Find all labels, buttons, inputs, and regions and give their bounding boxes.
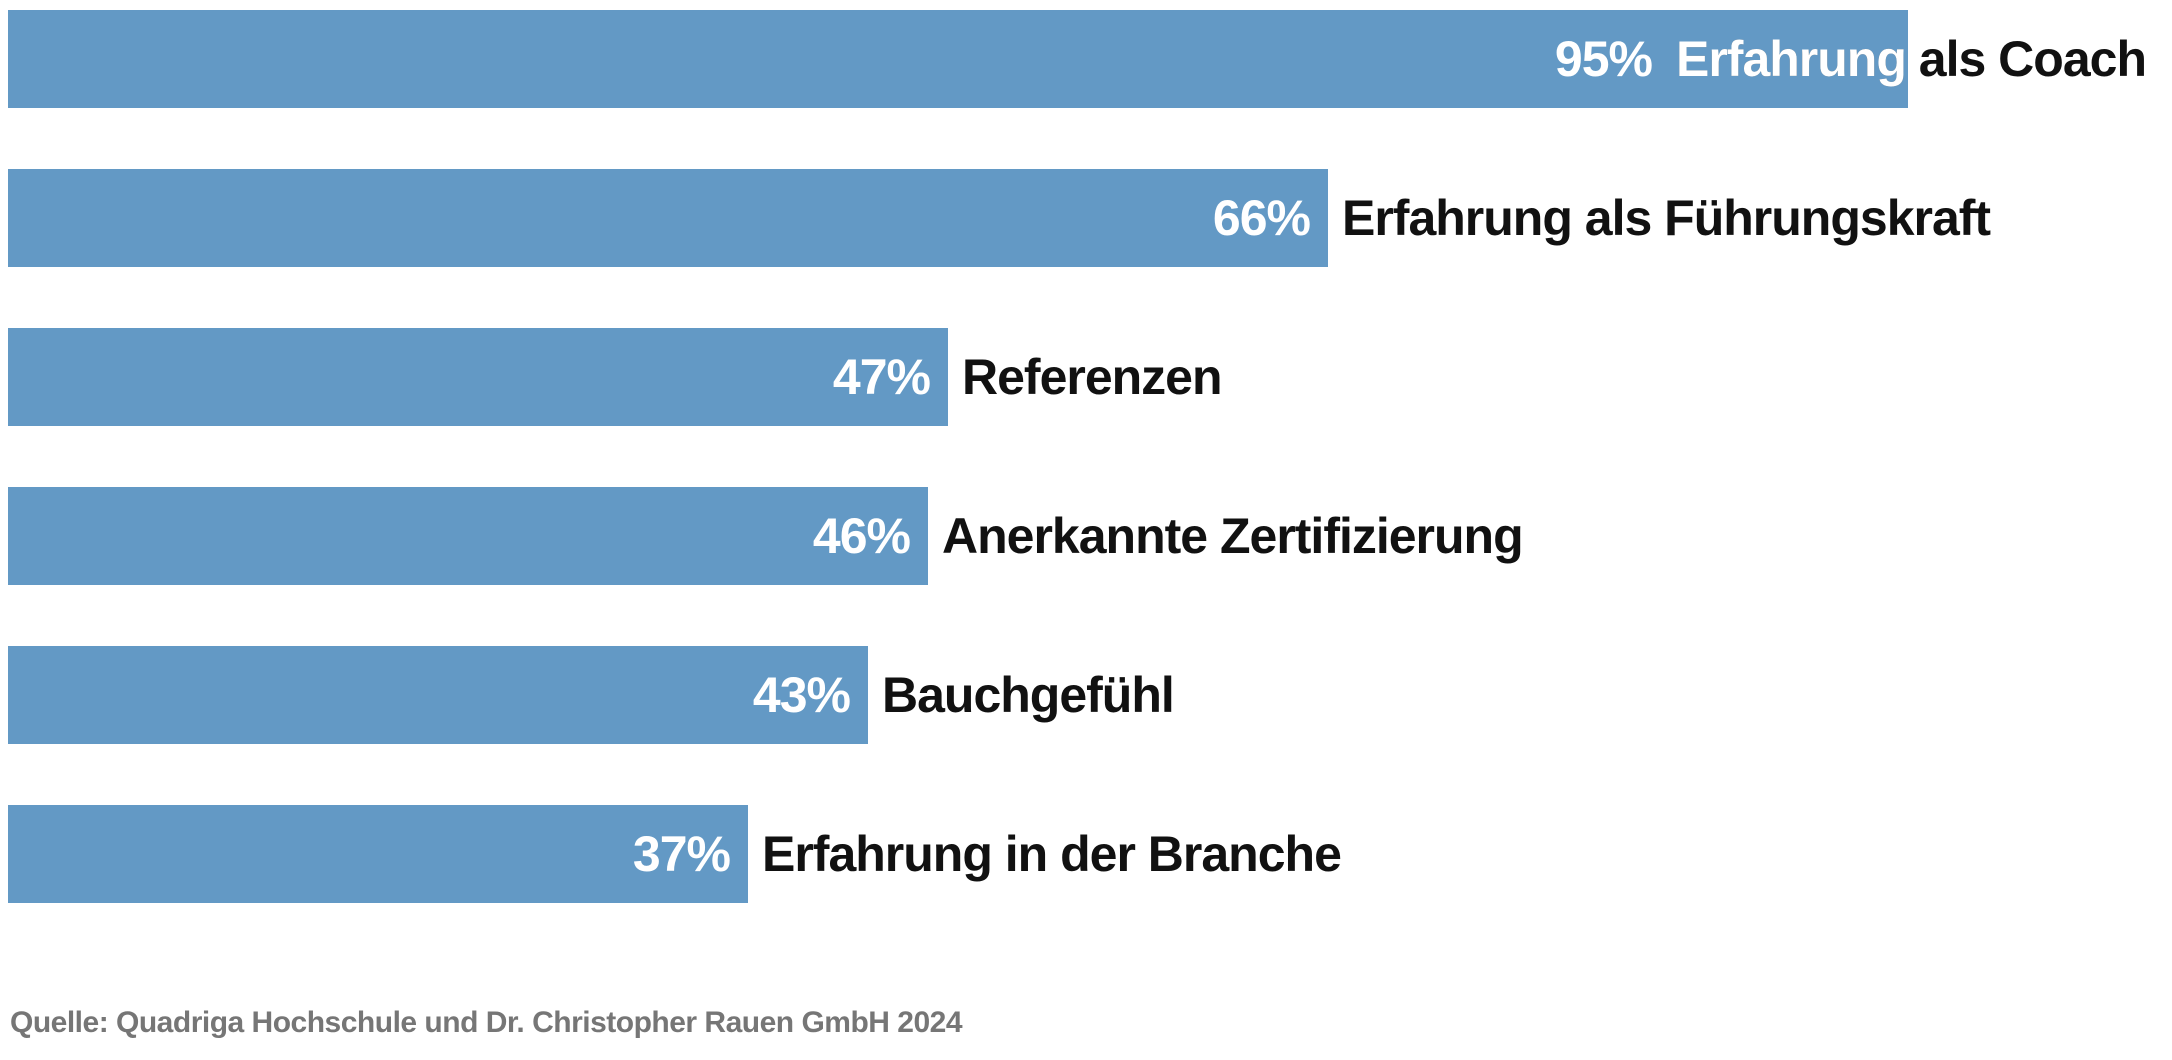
bar bbox=[8, 10, 1908, 108]
source-note: Quelle: Quadriga Hochschule und Dr. Chri… bbox=[10, 1006, 963, 1039]
bar-row: Erfahrung als Führungskraft 66% bbox=[0, 169, 2172, 267]
bar-label: Anerkannte Zertifizierung bbox=[942, 508, 1524, 564]
bar-label: Erfahrung als Führungskraft bbox=[1342, 190, 1991, 246]
bar-value: 37% bbox=[632, 826, 731, 882]
bar-value: 66% bbox=[1212, 190, 1311, 246]
bar-value: 43% bbox=[752, 667, 851, 723]
bar-row: Anerkannte Zertifizierung 46% bbox=[0, 487, 2172, 585]
bar-row: Referenzen 47% bbox=[0, 328, 2172, 426]
bar-label: Erfahrung als Coach bbox=[1676, 31, 2147, 87]
bar-row: Bauchgefühl 43% bbox=[0, 646, 2172, 744]
bar bbox=[8, 169, 1328, 267]
bar-label: Bauchgefühl bbox=[882, 667, 1175, 723]
bar-value: 47% bbox=[832, 349, 931, 405]
bar-value: 46% bbox=[812, 508, 911, 564]
bar-label-clip: Erfahrung als Coach bbox=[0, 10, 1908, 108]
bar-row: Erfahrung in der Branche 37% bbox=[0, 805, 2172, 903]
bar bbox=[8, 805, 748, 903]
bar bbox=[8, 328, 948, 426]
bar-label: Erfahrung in der Branche bbox=[762, 826, 1342, 882]
bar bbox=[8, 487, 928, 585]
bar-label-inside: Erfahrung als Coach bbox=[1676, 31, 1908, 87]
bar-label: Referenzen bbox=[962, 349, 1223, 405]
bar-value: 95% bbox=[1554, 31, 1653, 87]
bar bbox=[8, 646, 868, 744]
